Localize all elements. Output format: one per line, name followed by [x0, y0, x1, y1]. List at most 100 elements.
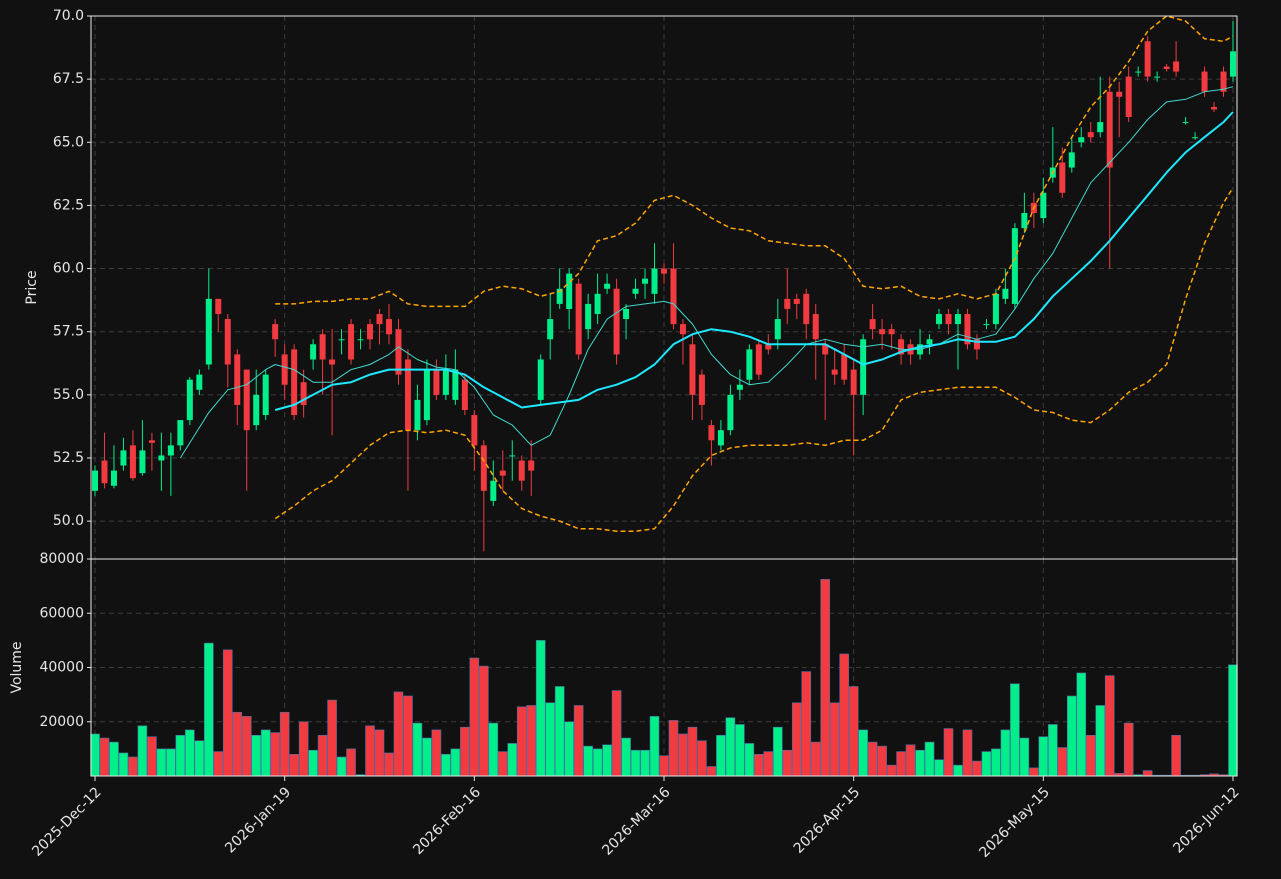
- candle-body: [973, 339, 980, 350]
- volume-bar: [934, 759, 944, 777]
- volume-bar: [516, 706, 527, 777]
- candle-body: [708, 425, 715, 441]
- candle-body: [158, 455, 165, 461]
- candle-body: [679, 324, 686, 335]
- candle-body: [992, 293, 999, 325]
- candle-body: [205, 298, 212, 365]
- y-tick-label: 70.0: [53, 8, 84, 24]
- candle-body: [272, 324, 279, 340]
- candle-body: [1011, 228, 1018, 304]
- volume-bar: [583, 745, 593, 777]
- volume-bar: [905, 744, 916, 777]
- volume-bar: [1066, 695, 1077, 777]
- candle-body: [841, 354, 848, 380]
- volume-bar: [1085, 735, 1096, 777]
- volume-bar: [507, 743, 518, 777]
- candle-body: [120, 450, 127, 466]
- volume-bar: [497, 751, 508, 777]
- volume-bar: [1029, 767, 1039, 777]
- volume-bar: [981, 751, 992, 777]
- volume-bar: [251, 735, 262, 777]
- candle-body: [803, 293, 810, 325]
- y-tick-label: 20000: [39, 714, 84, 730]
- volume-bar: [1228, 664, 1238, 777]
- candle-body: [404, 359, 411, 431]
- volume-bar: [279, 711, 290, 777]
- candle-body: [110, 470, 117, 486]
- volume-bar: [346, 748, 356, 777]
- volume-bar: [1142, 770, 1153, 777]
- candle-body: [367, 324, 374, 340]
- candle-body: [262, 374, 269, 416]
- candle-body: [177, 420, 184, 446]
- volume-bar: [317, 735, 328, 777]
- panel-frame: [90, 558, 1238, 777]
- candle-body: [983, 324, 990, 326]
- candle-body: [1068, 152, 1075, 168]
- volume-bar: [791, 702, 802, 777]
- y-tick-label: 62.5: [53, 197, 84, 213]
- candle-body: [860, 339, 867, 395]
- candle-body: [1059, 162, 1066, 193]
- volume-bar: [327, 699, 337, 777]
- volume-bar: [592, 748, 603, 777]
- candle-body: [547, 319, 554, 340]
- overlay-line: [275, 15, 1234, 308]
- candle-body: [556, 288, 563, 304]
- candle-body: [594, 293, 601, 315]
- candle-body: [101, 460, 108, 484]
- volume-bar: [1010, 683, 1020, 777]
- candle-body: [461, 379, 468, 410]
- volume-bar: [1171, 735, 1181, 777]
- volume-bar: [90, 733, 100, 777]
- candle-body: [784, 298, 791, 309]
- volume-bar: [839, 653, 849, 777]
- candle-body: [945, 314, 952, 325]
- volume-bar: [953, 764, 963, 777]
- candle-body: [604, 283, 611, 289]
- volume-bar: [289, 753, 299, 777]
- y-tick-label: 60000: [39, 605, 84, 621]
- candle-body: [898, 339, 905, 355]
- candle-body: [167, 445, 174, 456]
- candle-body: [1211, 106, 1218, 110]
- volume-bar: [109, 741, 119, 777]
- candle-body: [755, 344, 762, 375]
- volume-bar: [962, 729, 973, 777]
- candle-body: [452, 369, 459, 400]
- candle-body: [1144, 41, 1151, 77]
- volume-bar: [166, 748, 176, 777]
- volume-bar: [137, 725, 148, 777]
- y-tick-label: 55.0: [53, 387, 84, 403]
- candle-body: [585, 303, 592, 330]
- candle-body: [1087, 132, 1094, 138]
- overlay-line: [274, 111, 1234, 411]
- volume-bar: [725, 717, 736, 777]
- candle-body: [215, 298, 222, 315]
- candle-body: [831, 369, 838, 375]
- candle-body: [736, 384, 743, 390]
- candle-body: [879, 329, 886, 335]
- volume-bar: [915, 749, 925, 777]
- volume-bar: [365, 725, 375, 777]
- volume-bar: [801, 671, 812, 777]
- candle-body: [1078, 137, 1085, 143]
- candle-body: [310, 344, 317, 360]
- candle-body: [1154, 76, 1161, 78]
- volume-bar: [175, 735, 186, 777]
- candle-body: [926, 339, 933, 345]
- volume-bar: [431, 729, 442, 777]
- volume-bar: [1095, 705, 1106, 777]
- volume-bar: [479, 665, 489, 777]
- volume-bar: [403, 695, 413, 777]
- volume-bar: [460, 726, 470, 777]
- volume-bar: [886, 764, 897, 777]
- y-tick-label: 65.0: [53, 134, 84, 150]
- candle-body: [632, 288, 639, 294]
- volume-bar: [241, 716, 252, 777]
- candle-body: [376, 314, 383, 325]
- volume-bar: [194, 740, 205, 777]
- y-tick-label: 60.0: [53, 261, 84, 277]
